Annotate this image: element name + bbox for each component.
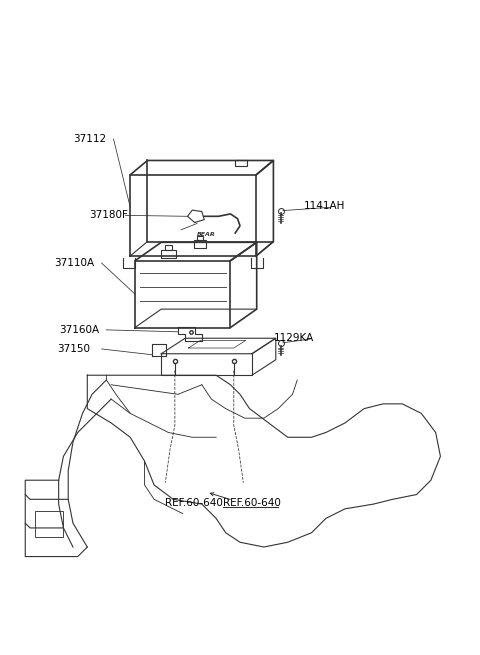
Bar — [194, 240, 205, 248]
Bar — [235, 160, 247, 166]
Text: REF.60-640: REF.60-640 — [223, 498, 281, 508]
Text: 37160A: 37160A — [59, 325, 99, 335]
Bar — [35, 512, 63, 538]
Text: REF.60-640: REF.60-640 — [166, 498, 223, 508]
Bar — [161, 250, 176, 258]
Bar — [165, 245, 172, 250]
Text: 37112: 37112 — [73, 134, 107, 144]
Text: 37150: 37150 — [57, 344, 90, 354]
Text: 37180F: 37180F — [89, 210, 128, 220]
Text: 1129KA: 1129KA — [274, 333, 314, 343]
Text: BEAR: BEAR — [197, 232, 216, 237]
Text: 37110A: 37110A — [54, 258, 95, 268]
Text: 1141AH: 1141AH — [304, 201, 345, 211]
Bar — [197, 236, 203, 240]
